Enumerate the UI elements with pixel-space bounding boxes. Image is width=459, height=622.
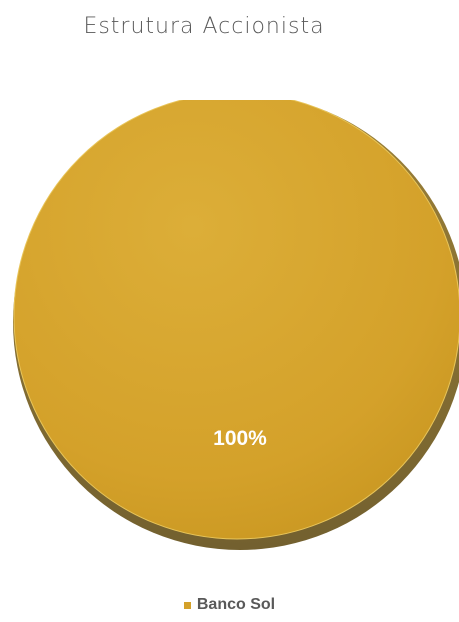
chart-title: Estrutura Accionista [0, 14, 408, 39]
legend-label: Banco Sol [197, 596, 275, 614]
pie-slice-banco-sol [14, 100, 459, 539]
pie-chart-area: 100% [0, 100, 459, 570]
pie-chart: 100% [0, 100, 459, 570]
legend: Banco Sol [0, 596, 459, 614]
legend-swatch [184, 602, 191, 609]
slice-data-label: 100% [213, 427, 267, 450]
